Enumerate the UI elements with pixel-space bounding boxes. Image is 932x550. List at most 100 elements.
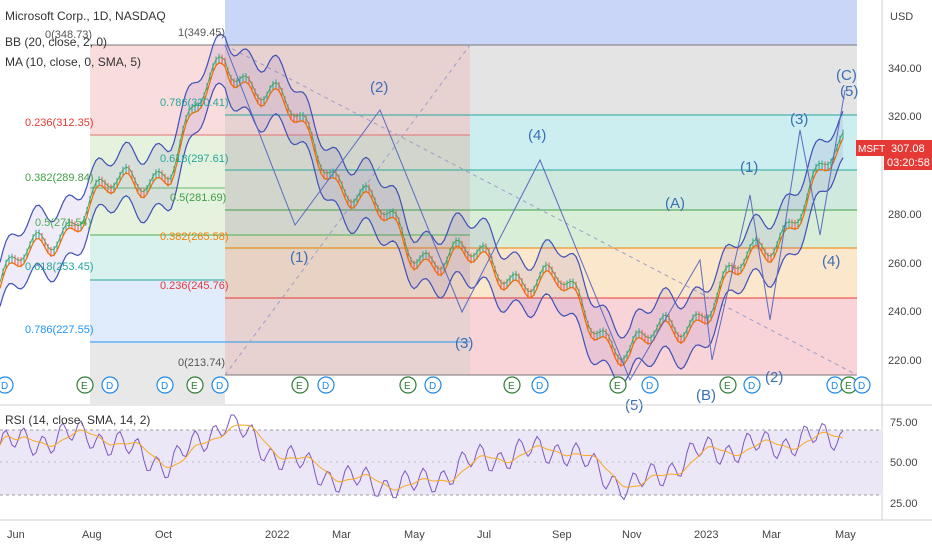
time-tick: Aug [82,529,102,541]
earnings-marker[interactable] [719,376,737,394]
rsi-tick-75: 75.00 [890,417,918,429]
event-marker-label: D [161,381,168,392]
rsi-sma-line [0,424,844,491]
rsi-legend[interactable]: RSI (14, close, SMA, 14, 2) [5,413,150,427]
event-marker-label: E [508,381,515,392]
price-tick-280: 280.00 [888,209,922,221]
fib-label-l0786: 0.786(227.55) [25,324,94,336]
bar-countdown: 03:20:58 [887,157,930,169]
elliott-waves: (1)(2)(3)(4)(5)(A)(B)(1)(2)(3)(4)(5)(C) [224,44,858,414]
earnings-marker[interactable] [76,376,94,394]
event-marker-label: D [322,381,329,392]
dividend-marker[interactable] [641,376,659,394]
fib-zone-gray-right [470,45,857,115]
event-marker-label: E [845,381,852,392]
dividend-marker[interactable] [156,376,174,394]
fib-label-r0618: 0.618(297.61) [160,153,229,165]
time-tick: May [404,529,425,541]
wave-path [224,44,846,382]
fib-label-l0236: 0.236(312.35) [25,117,94,129]
dividend-marker[interactable] [101,376,119,394]
event-marker-label: D [106,381,113,392]
time-tick: Oct [155,529,172,541]
last-price-badge [884,140,932,170]
event-marker-label: D [429,381,436,392]
time-tick: Jun [7,529,25,541]
rsi-tick-25: 25.00 [890,498,918,510]
fib-lines [90,44,857,376]
price-axis-currency: USD [890,11,913,23]
event-marker-label: D [1,381,8,392]
symbol-title[interactable]: Microsoft Corp., 1D, NASDAQ [5,9,166,23]
fib-left-zone-red [90,45,225,135]
fib-left-zone-green [90,135,225,235]
wave-label: (3) [790,111,808,128]
dashed-trend-down [224,44,858,376]
rsi-lines [0,414,844,501]
price-tick-260: 260.00 [888,258,922,270]
price-tick-320: 320.00 [888,111,922,123]
time-tick: Mar [762,529,781,541]
fib-left-zone-blue [90,280,225,342]
earnings-marker[interactable] [503,376,521,394]
rsi-tick-50: 50.00 [890,457,918,469]
wave-label: (C) [836,67,857,84]
event-marker-label: D [216,381,223,392]
wave-label: (1) [290,249,308,266]
event-marker-label: D [748,381,755,392]
event-markers: D E D D E D E D E D E D E D DE D E D [0,376,871,394]
wave-label: (2) [370,79,388,96]
price-axis[interactable]: USD 340.00 320.00 300.00 280.00 260.00 2… [856,11,932,367]
bb-legend[interactable]: BB (20, close, 2, 0) [5,35,107,49]
rsi-pane[interactable]: RSI (14, close, SMA, 14, 2) 75.00 50.00 … [0,413,918,510]
fib-zone-pink [470,298,857,375]
time-axis[interactable]: Jun Aug Oct 2022 Mar May Jul Sep Nov 2023 Mar May [7,529,856,541]
fib-left-zone-gray [90,342,225,404]
fib-top-blue-zone [225,0,857,45]
fib-label-r0: 0(213.74) [178,357,225,369]
fib-label-r0236: 0.236(245.76) [160,280,229,292]
ticker-label: MSFT [858,144,885,155]
wave-label: (B) [696,387,716,404]
fib-label-l0: 0(348.73) [45,29,92,41]
wave-label: (5) [840,83,858,100]
earnings-marker[interactable] [186,376,204,394]
earnings-marker[interactable] [609,376,627,394]
fib-zone-cyan [470,115,857,170]
event-marker-label: E [614,381,621,392]
fib-left-zones [90,45,225,404]
wave-label: (A) [665,195,685,212]
last-price-value: 307.08 [891,143,925,155]
event-marker-label: D [858,381,865,392]
fib-label-r1: 1(349.45) [178,27,225,39]
time-tick: May [835,529,856,541]
fib-label-l0382: 0.382(289.84) [25,172,94,184]
earnings-marker[interactable] [399,376,417,394]
event-marker-label: E [191,381,198,392]
fib-zone-brown-orange [225,235,470,298]
dividend-marker[interactable] [211,376,229,394]
dividend-marker[interactable] [743,376,761,394]
dividend-marker[interactable] [424,376,442,394]
event-marker-label: D [646,381,653,392]
price-tick-220: 220.00 [888,355,922,367]
time-tick: Nov [622,529,642,541]
dividend-marker[interactable] [853,376,871,394]
bollinger-lower [0,82,844,387]
time-tick: Sep [552,529,572,541]
earnings-marker[interactable] [291,376,309,394]
dividend-marker[interactable] [0,376,14,394]
fib-left-zone-teal [90,235,225,280]
fib-labels-right: 1(349.45) 0.786(320.41) 0.618(297.61) 0.… [160,27,229,369]
event-marker-label: D [536,381,543,392]
ma-legend[interactable]: MA (10, close, 0, SMA, 5) [5,55,141,69]
dividend-marker[interactable] [531,376,549,394]
time-tick: Mar [332,529,351,541]
ma-secondary [0,56,844,361]
event-marker-label: E [724,381,731,392]
wave-label: (4) [528,127,546,144]
dividend-marker[interactable] [317,376,335,394]
event-marker-label: E [81,381,88,392]
